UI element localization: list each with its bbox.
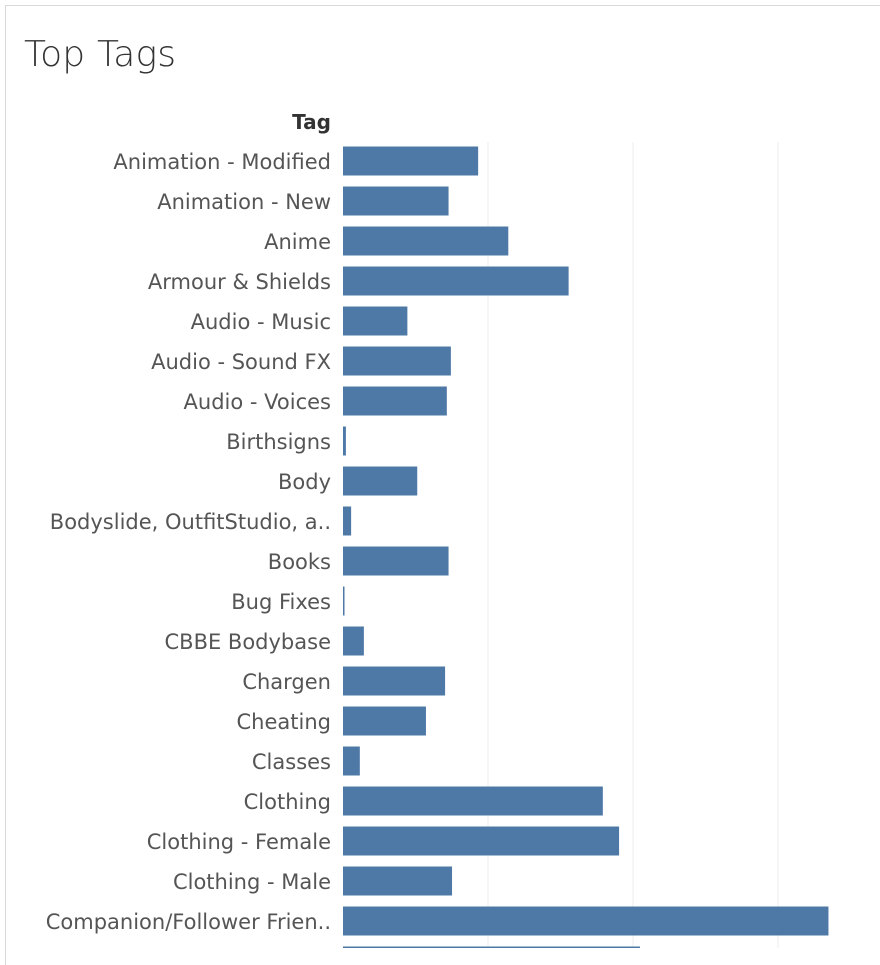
bar[interactable] bbox=[343, 386, 447, 416]
bar[interactable] bbox=[343, 466, 418, 496]
bar[interactable] bbox=[343, 266, 569, 296]
category-label[interactable]: Books bbox=[268, 550, 331, 574]
bar[interactable] bbox=[343, 586, 345, 616]
category-label[interactable]: Chargen bbox=[242, 670, 331, 694]
bar[interactable] bbox=[343, 626, 364, 656]
bar[interactable] bbox=[343, 226, 509, 256]
category-label[interactable]: Animation - New bbox=[157, 190, 331, 214]
category-label[interactable]: Bodyslide, OutfitStudio, a.. bbox=[50, 510, 331, 534]
bars bbox=[343, 146, 829, 949]
category-label[interactable]: Animation - Modified bbox=[113, 150, 331, 174]
category-label[interactable]: Body bbox=[278, 470, 331, 494]
bar[interactable] bbox=[343, 786, 603, 816]
bar[interactable] bbox=[343, 346, 451, 376]
bar[interactable] bbox=[343, 546, 449, 576]
category-label[interactable]: Classes bbox=[252, 750, 331, 774]
bar-partial[interactable] bbox=[343, 946, 640, 949]
category-label[interactable]: Anime bbox=[264, 230, 331, 254]
bar[interactable] bbox=[343, 746, 360, 776]
category-label[interactable]: Audio - Voices bbox=[184, 390, 331, 414]
bar[interactable] bbox=[343, 306, 408, 336]
category-label[interactable]: Birthsigns bbox=[226, 430, 331, 454]
category-label[interactable]: Clothing bbox=[244, 790, 331, 814]
category-label[interactable]: Audio - Sound FX bbox=[151, 350, 331, 374]
sheet-frame bbox=[5, 5, 880, 965]
bar[interactable] bbox=[343, 146, 479, 176]
bar[interactable] bbox=[343, 666, 446, 696]
bar[interactable] bbox=[343, 826, 620, 856]
bar[interactable] bbox=[343, 906, 829, 936]
category-label[interactable]: Bug Fixes bbox=[231, 590, 331, 614]
category-label[interactable]: Audio - Music bbox=[191, 310, 331, 334]
category-label[interactable]: Cheating bbox=[237, 710, 331, 734]
bar[interactable] bbox=[343, 706, 426, 736]
category-label[interactable]: Armour & Shields bbox=[148, 270, 331, 294]
bar[interactable] bbox=[343, 506, 352, 536]
category-label[interactable]: CBBE Bodybase bbox=[165, 630, 332, 654]
chart-title: Top Tags bbox=[24, 34, 177, 75]
category-label[interactable]: Clothing - Female bbox=[147, 830, 331, 854]
category-labels: Animation - Modified Animation - New Anime… bbox=[46, 150, 331, 934]
bar[interactable] bbox=[343, 426, 346, 456]
category-label[interactable]: Clothing - Male bbox=[173, 870, 331, 894]
category-header[interactable]: Tag bbox=[292, 110, 331, 134]
category-label[interactable]: Companion/Follower Frien.. bbox=[46, 910, 331, 934]
bar[interactable] bbox=[343, 866, 453, 896]
bar[interactable] bbox=[343, 186, 449, 216]
